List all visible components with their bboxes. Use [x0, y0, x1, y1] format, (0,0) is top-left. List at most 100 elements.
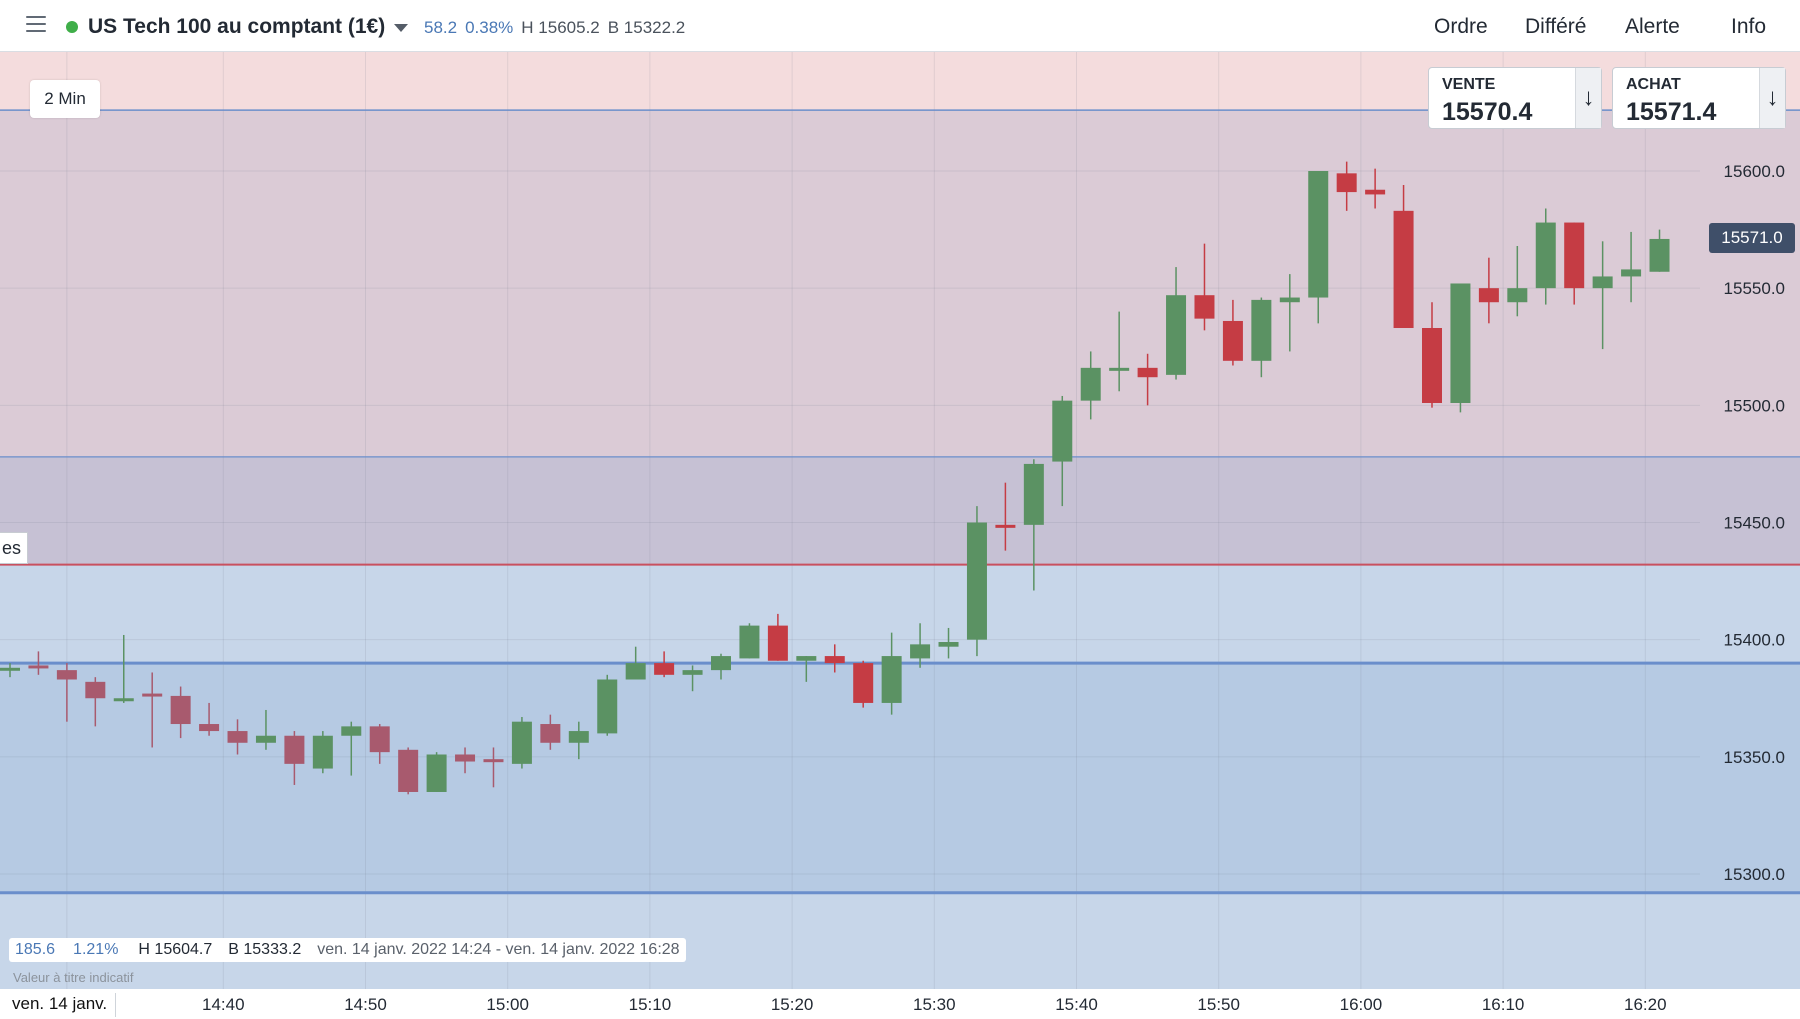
candle-body [1564, 222, 1585, 289]
candle-body [881, 656, 902, 703]
candle-body [1166, 295, 1187, 375]
menu-info[interactable]: Info [1731, 15, 1767, 38]
candle-body [1109, 367, 1130, 371]
x-tick-label: 15:50 [1197, 995, 1240, 1014]
candle-body [227, 731, 248, 743]
sell-label: VENTE [1442, 76, 1496, 93]
candle-body [341, 726, 362, 736]
candle-body [938, 642, 959, 647]
candle-body [56, 670, 77, 680]
range-change-pct: 1.21% [73, 941, 119, 958]
candle-body [1621, 269, 1642, 277]
candle-body [1649, 238, 1670, 272]
daily-high: H 15605.2 [521, 18, 600, 37]
top-toolbar: US Tech 100 au comptant (1€) 58.2 0.38% H … [0, 0, 1800, 52]
candle-body [540, 724, 561, 743]
candle-body [511, 721, 532, 764]
candle-body [597, 679, 618, 734]
hamburger-menu-icon[interactable] [26, 16, 46, 34]
menu-differe[interactable]: Différé [1525, 15, 1587, 38]
daily-change-pct: 0.38% [465, 18, 514, 37]
range-change: 185.6 [15, 941, 56, 958]
candle-body [1251, 299, 1272, 361]
range-info-bar: 185.6 1.21% H 15604.7 B 15333.2 ven. 14 … [9, 938, 686, 962]
menu-alerte[interactable]: Alerte [1625, 15, 1680, 38]
quote-summary: 58.2 0.38% H 15605.2 B 15322.2 [424, 18, 685, 38]
candle-body [369, 726, 390, 753]
x-tick-label: 15:30 [913, 995, 956, 1014]
x-tick-label: 16:00 [1339, 995, 1383, 1014]
candle-body [1478, 288, 1499, 303]
candle-body [654, 663, 675, 675]
disclaimer-text: Valeur à titre indicatif [13, 970, 134, 985]
x-tick-label: 16:10 [1481, 995, 1525, 1014]
candle-body [1336, 173, 1357, 193]
candle-body [28, 665, 49, 669]
candle-body [199, 724, 220, 732]
x-tick-label: 15:20 [770, 995, 814, 1014]
arrow-down-icon: ↓ [1575, 68, 1601, 128]
candle-body [966, 522, 987, 640]
candle-body [142, 693, 163, 697]
range-period: ven. 14 janv. 2022 14:24 - ven. 14 janv.… [317, 941, 680, 958]
candle-body [1222, 320, 1243, 361]
menu-ordre[interactable]: Ordre [1434, 15, 1488, 38]
timeframe-selector[interactable]: 2 Min [30, 80, 100, 118]
candlestick-chart[interactable]: 15300.0 15350.0 15400.0 15450.0 15500.0 15550… [0, 52, 1800, 989]
candle-body [767, 625, 788, 661]
candle-body [1308, 171, 1329, 298]
buy-label: ACHAT [1626, 76, 1681, 93]
candle-body [255, 735, 276, 743]
candle-body [682, 670, 703, 675]
x-tick-label: 14:50 [344, 995, 387, 1014]
candle-body [426, 754, 447, 792]
y-tick-label: 15550.0 [1724, 279, 1785, 298]
y-tick-label: 15300.0 [1724, 865, 1785, 884]
candle-body [1422, 328, 1442, 403]
side-panel-tab[interactable]: es [0, 532, 28, 564]
candle-body [1365, 189, 1386, 195]
instrument-dropdown-icon[interactable] [394, 24, 408, 32]
x-tick-label: 15:10 [628, 995, 672, 1014]
candle-body [170, 695, 191, 725]
chart-area[interactable]: 15300.0 15350.0 15400.0 15450.0 15500.0 15550… [0, 52, 1800, 989]
candle-body [0, 667, 20, 671]
candle-body [1592, 276, 1613, 289]
candle-body [1507, 288, 1528, 303]
y-tick-label: 15500.0 [1724, 396, 1785, 415]
candle-body [739, 625, 760, 659]
x-tick-label: 15:00 [486, 995, 529, 1014]
candle-body [1450, 283, 1471, 403]
y-tick-label: 15350.0 [1724, 748, 1785, 767]
candle-body [284, 735, 305, 764]
candle-body [625, 663, 646, 680]
daily-change: 58.2 [424, 18, 458, 37]
candle-body [312, 735, 333, 769]
candle-body [1023, 463, 1044, 525]
zone-band-upper [0, 110, 1800, 457]
time-axis: ven. 14 janv. :014:4014:5015:0015:1015:2… [0, 990, 1800, 1019]
candle-body [853, 663, 874, 703]
candle-body [1279, 297, 1300, 303]
sell-price: 15570.4 [1442, 98, 1533, 126]
instrument-name[interactable]: US Tech 100 au comptant (1€) [88, 15, 386, 38]
candle-body [1393, 210, 1414, 329]
candle-body [711, 656, 731, 671]
candle-body [1535, 222, 1556, 289]
daily-low: B 15322.2 [607, 18, 686, 37]
candle-body [910, 644, 931, 659]
sell-box[interactable]: VENTE 15570.4 ↓ [1428, 67, 1602, 129]
candle-body [455, 754, 476, 762]
candle-body [796, 656, 817, 661]
zone-band-middle [0, 456, 1800, 565]
buy-box[interactable]: ACHAT 15571.4 ↓ [1612, 67, 1786, 129]
range-low: B 15333.2 [228, 941, 302, 958]
y-tick-label: 15600.0 [1724, 162, 1785, 181]
current-price-tag: 15571.0 [1709, 223, 1795, 253]
candle-body [1194, 295, 1215, 319]
candle-body [824, 656, 845, 664]
candle-body [483, 759, 504, 763]
candle-body [995, 524, 1016, 528]
x-tick-label: 16:20 [1624, 995, 1667, 1014]
x-tick-label: 15:40 [1055, 995, 1098, 1014]
